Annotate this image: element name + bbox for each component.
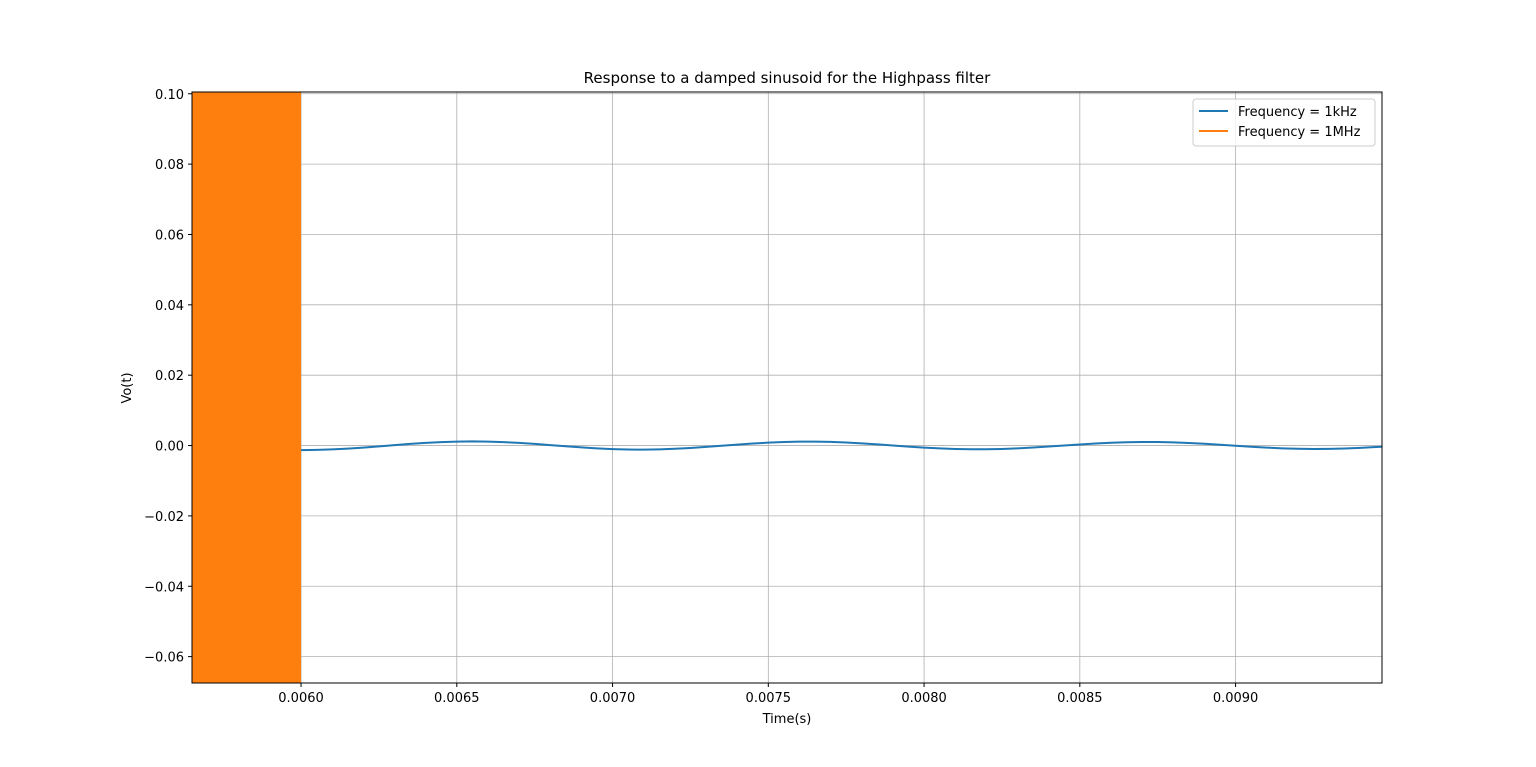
legend-label-1mhz: Frequency = 1MHz [1238,125,1361,140]
chart-title: Response to a damped sinusoid for the Hi… [584,69,991,87]
y-axis-ticks: 0.10 0.08 0.06 0.04 0.02 0.00 −0.02 −0.04 −0.06 [144,88,192,666]
x-tick-label: 0.0090 [1213,691,1259,706]
legend: Frequency = 1kHz Frequency = 1MHz [1192,98,1376,147]
plot-series [192,92,1383,683]
y-tick-label: 0.04 [155,299,184,314]
x-axis-ticks: 0.0060 0.0065 0.0070 0.0075 0.0080 0.0085 0.00… [278,683,1258,706]
x-tick-label: 0.0070 [590,691,636,706]
y-axis-label: Vo(t) [120,372,135,403]
y-tick-label: 0.02 [155,369,184,384]
series-1mhz-band [192,92,302,683]
legend-label-1khz: Frequency = 1kHz [1238,105,1357,120]
x-tick-label: 0.0080 [901,691,947,706]
x-tick-label: 0.0065 [434,691,480,706]
y-tick-label: 0.06 [155,228,184,243]
x-tick-label: 0.0060 [278,691,324,706]
y-tick-label: −0.02 [144,510,184,525]
plot-area-frame [191,91,1383,684]
legend-box [1192,98,1376,147]
series-1khz-line [301,440,1383,452]
x-tick-label: 0.0075 [746,691,792,706]
y-tick-label: 0.08 [155,158,184,173]
grid-lines [192,92,1382,683]
x-axis-label: Time(s) [762,712,812,727]
y-tick-label: −0.06 [144,651,184,666]
x-tick-label: 0.0085 [1057,691,1103,706]
y-tick-label: −0.04 [144,580,184,595]
y-tick-label: 0.00 [155,440,184,455]
y-tick-label: 0.10 [155,88,184,103]
